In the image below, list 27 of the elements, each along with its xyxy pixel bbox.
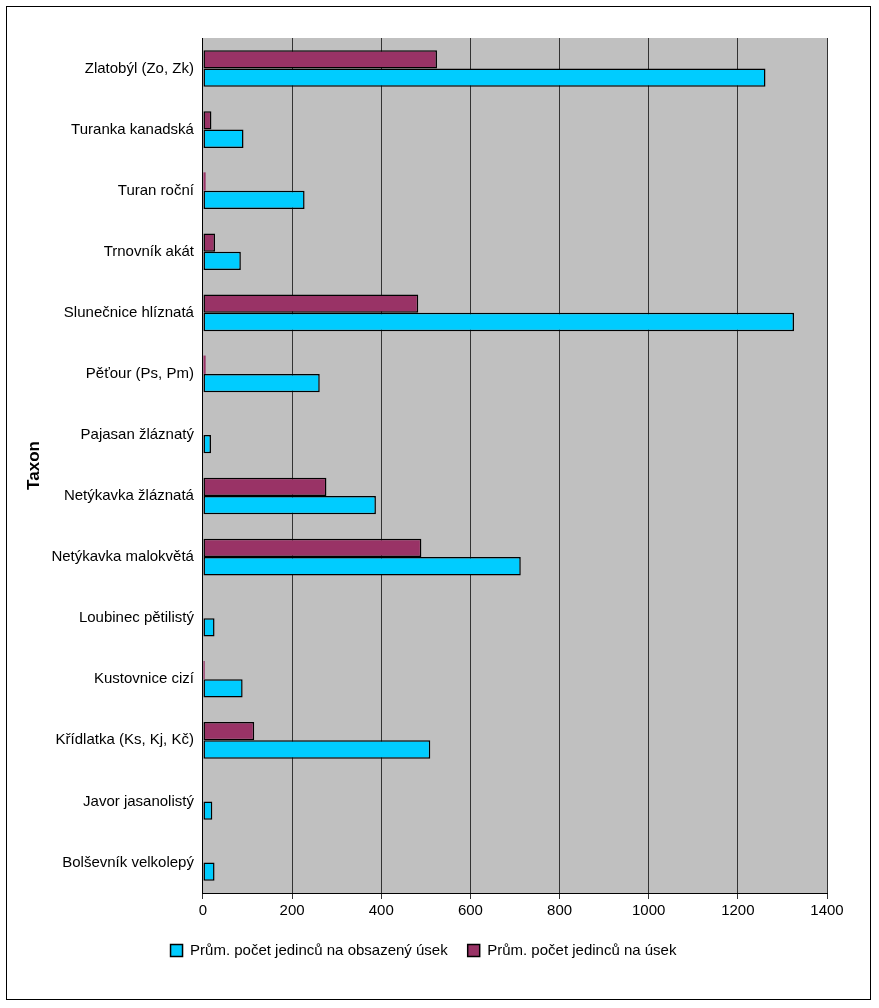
bar bbox=[203, 355, 206, 374]
x-tick-label: 1000 bbox=[632, 901, 666, 919]
y-tick-label: Netýkavka malokvětá bbox=[51, 547, 195, 565]
x-tick-label: 1200 bbox=[721, 901, 755, 919]
legend-label: Prům. počet jedinců na obsazený úsek bbox=[190, 940, 449, 958]
y-tick-label: Bolševník velkolepý bbox=[62, 852, 195, 870]
x-tick-label: 800 bbox=[547, 901, 573, 919]
y-tick-label: Pajasan žláznatý bbox=[80, 425, 195, 443]
y-tick-label: Loubinec pětilistý bbox=[78, 608, 195, 626]
y-tick-label: Křídlatka (Ks, Kj, Kč) bbox=[55, 730, 194, 748]
y-tick-label: Kustovnice cizí bbox=[93, 669, 195, 687]
x-tick-label: 200 bbox=[279, 901, 305, 919]
y-tick-label: Turanka kanadská bbox=[71, 119, 195, 137]
y-tick-label: Javor jasanolistý bbox=[83, 791, 195, 809]
legend-label: Prům. počet jedinců na úsek bbox=[487, 940, 677, 958]
x-tick-label: 1400 bbox=[810, 901, 844, 919]
y-tick-label: Turan roční bbox=[117, 180, 195, 198]
y-tick-label: Trnovník akát bbox=[103, 241, 195, 259]
y-tick-label: Slunečnice hlíznatá bbox=[63, 302, 195, 320]
y-tick-label: Zlatobýl (Zo, Zk) bbox=[84, 58, 194, 76]
x-tick-label: 600 bbox=[457, 901, 483, 919]
x-tick-label: 0 bbox=[198, 901, 208, 919]
y-axis-title: Taxon bbox=[23, 441, 43, 490]
y-tick-label: Pěťour (Ps, Pm) bbox=[85, 364, 194, 382]
x-tick-label: 400 bbox=[368, 901, 394, 919]
bar bbox=[203, 172, 206, 191]
y-tick-label: Netýkavka žláznatá bbox=[63, 486, 195, 504]
